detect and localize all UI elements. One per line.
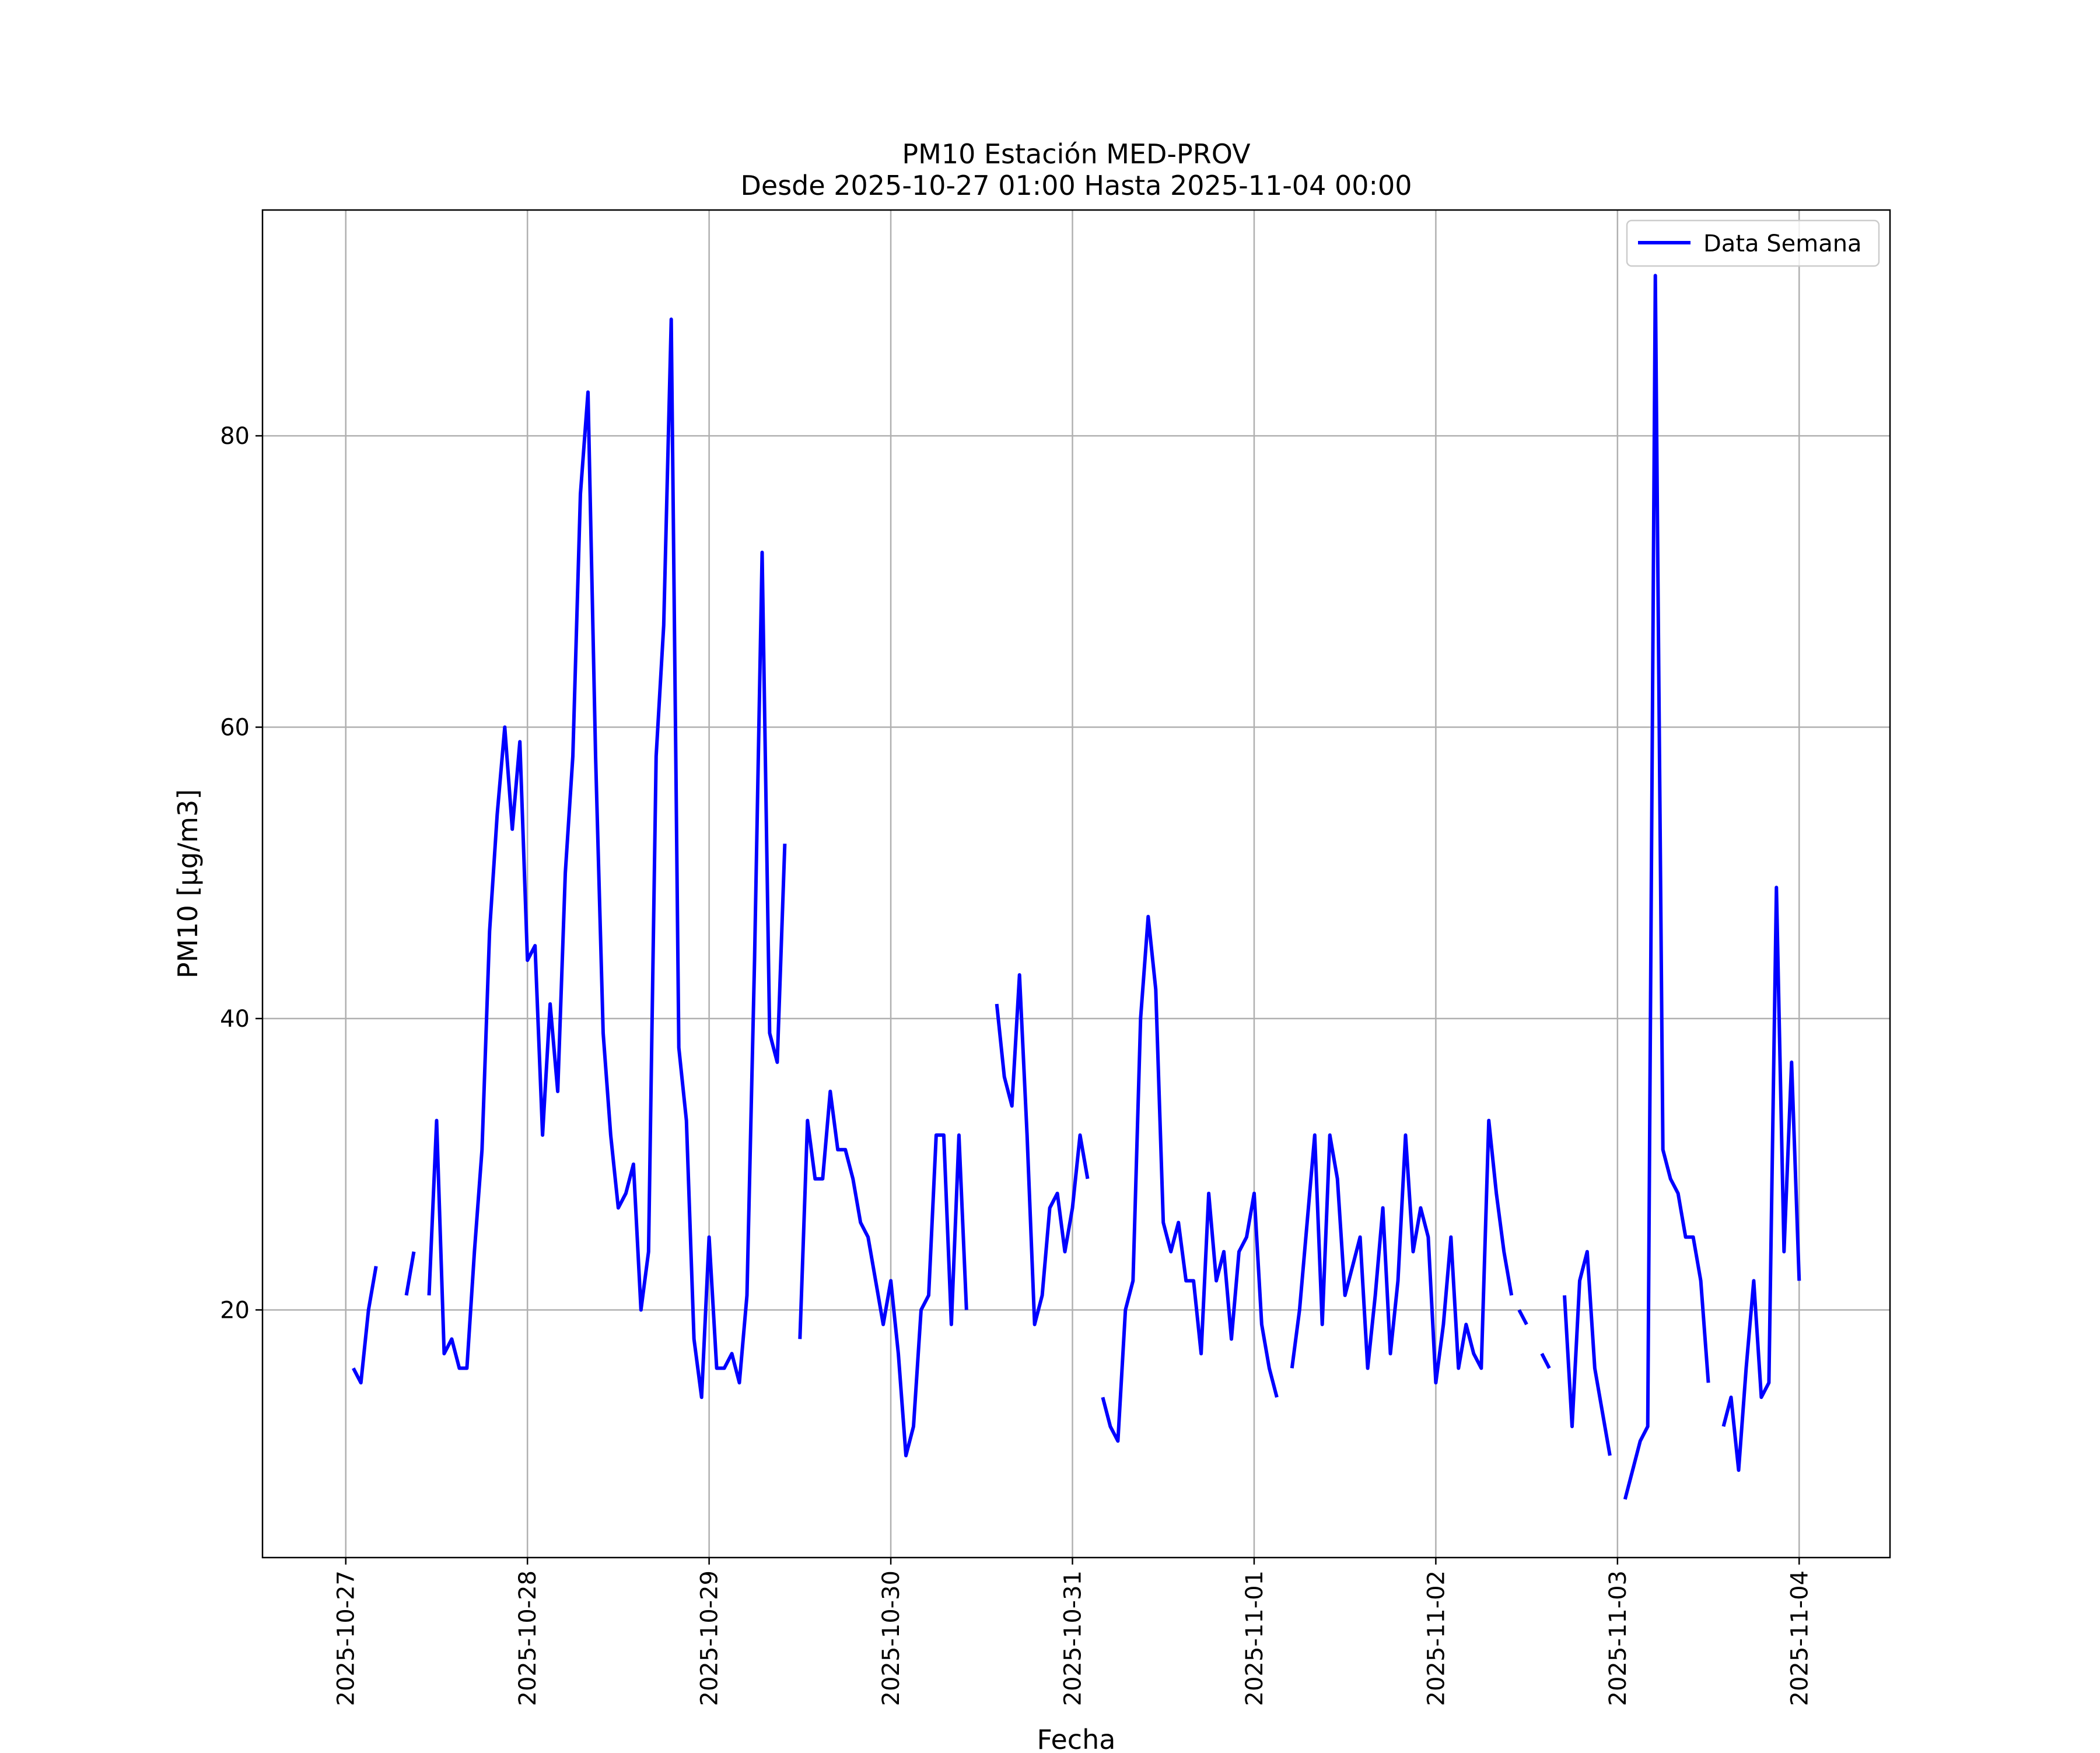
- series-line-segment: [427, 317, 787, 1399]
- x-tick-label: 2025-11-04: [1786, 1570, 1813, 1706]
- axis-ticks: 2025-10-27 2025-10-28 2025-10-29 2025-10-30…: [220, 423, 1813, 1706]
- series-line-segment: [352, 1265, 378, 1385]
- x-tick-label: 2025-11-01: [1241, 1570, 1268, 1706]
- x-tick-label: 2025-10-30: [878, 1570, 905, 1706]
- y-tick-label: 20: [220, 1297, 250, 1324]
- legend: Data Semana: [1626, 219, 1880, 267]
- series-line-segment: [1721, 886, 1801, 1472]
- series-line-segment: [1290, 1118, 1514, 1385]
- x-tick-label: 2025-10-27: [333, 1570, 360, 1706]
- y-tick-label: 60: [220, 715, 250, 741]
- series-line-segment: [1101, 915, 1279, 1443]
- legend-box: [1626, 219, 1880, 267]
- chart-title: PM10 Estación MED-PROV: [902, 138, 1251, 170]
- grid-lines: [262, 210, 1890, 1558]
- series-line-segment: [1563, 1250, 1612, 1456]
- series-line-segment: [798, 1089, 968, 1458]
- x-tick-label: 2025-11-02: [1423, 1570, 1450, 1706]
- chart-subtitle: Desde 2025-10-27 01:00 Hasta 2025-11-04 …: [740, 170, 1412, 201]
- y-axis-label: PM10 [μg/m3]: [172, 789, 204, 979]
- y-tick-label: 80: [220, 423, 250, 450]
- x-axis-label: Fecha: [1037, 1724, 1116, 1750]
- x-tick-label: 2025-10-31: [1060, 1570, 1087, 1706]
- x-tick-label: 2025-11-03: [1605, 1570, 1632, 1706]
- series-line-segment: [1623, 274, 1710, 1500]
- series-line-segment: [995, 973, 1090, 1327]
- data-series: [352, 274, 1801, 1500]
- legend-label: Data Semana: [1703, 230, 1862, 257]
- x-tick-label: 2025-10-29: [696, 1570, 723, 1706]
- series-line-segment: [1517, 1309, 1528, 1325]
- x-tick-label: 2025-10-28: [514, 1570, 541, 1706]
- series-line-segment: [404, 1251, 416, 1296]
- series-line-segment: [1540, 1353, 1551, 1369]
- y-tick-label: 40: [220, 1006, 250, 1033]
- axes-frame: [261, 209, 1891, 1559]
